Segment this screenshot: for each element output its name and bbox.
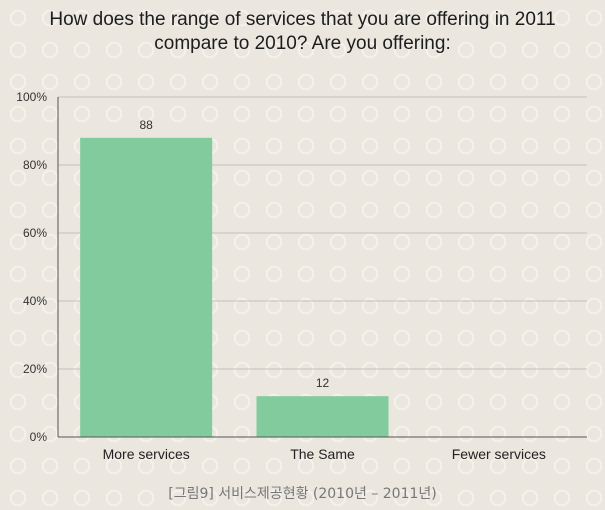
y-tick-label: 20%	[23, 362, 47, 376]
y-tick-label: 100%	[16, 90, 47, 104]
bar	[256, 396, 389, 437]
figure-caption: [그림9] 서비스제공현황 (2010년 – 2011년)	[168, 486, 437, 502]
chart-title-line-2: compare to 2010? Are you offering:	[154, 33, 451, 54]
data-labels: 88 12	[139, 118, 329, 390]
x-tick-label: More services	[103, 446, 190, 462]
data-label: 12	[316, 376, 330, 390]
y-tick-label: 0%	[30, 430, 48, 444]
bars	[80, 137, 389, 438]
chart-title: How does the range of services that you …	[0, 8, 605, 56]
x-tick-label: The Same	[290, 446, 355, 462]
bar-chart: 0% 20% 40% 60% 80% 100% 88 12 More services The…	[16, 90, 587, 462]
bar	[80, 137, 213, 438]
y-tick-label: 80%	[23, 158, 47, 172]
chart-title-line-1: How does the range of services that you …	[49, 9, 556, 30]
y-tick-label: 40%	[23, 294, 47, 308]
x-tick-label: Fewer services	[452, 446, 546, 462]
data-label: 88	[139, 118, 153, 132]
x-axis-ticks: More services The Same Fewer services	[103, 446, 546, 462]
y-axis-ticks: 0% 20% 40% 60% 80% 100%	[16, 90, 47, 444]
y-tick-label: 60%	[23, 226, 47, 240]
